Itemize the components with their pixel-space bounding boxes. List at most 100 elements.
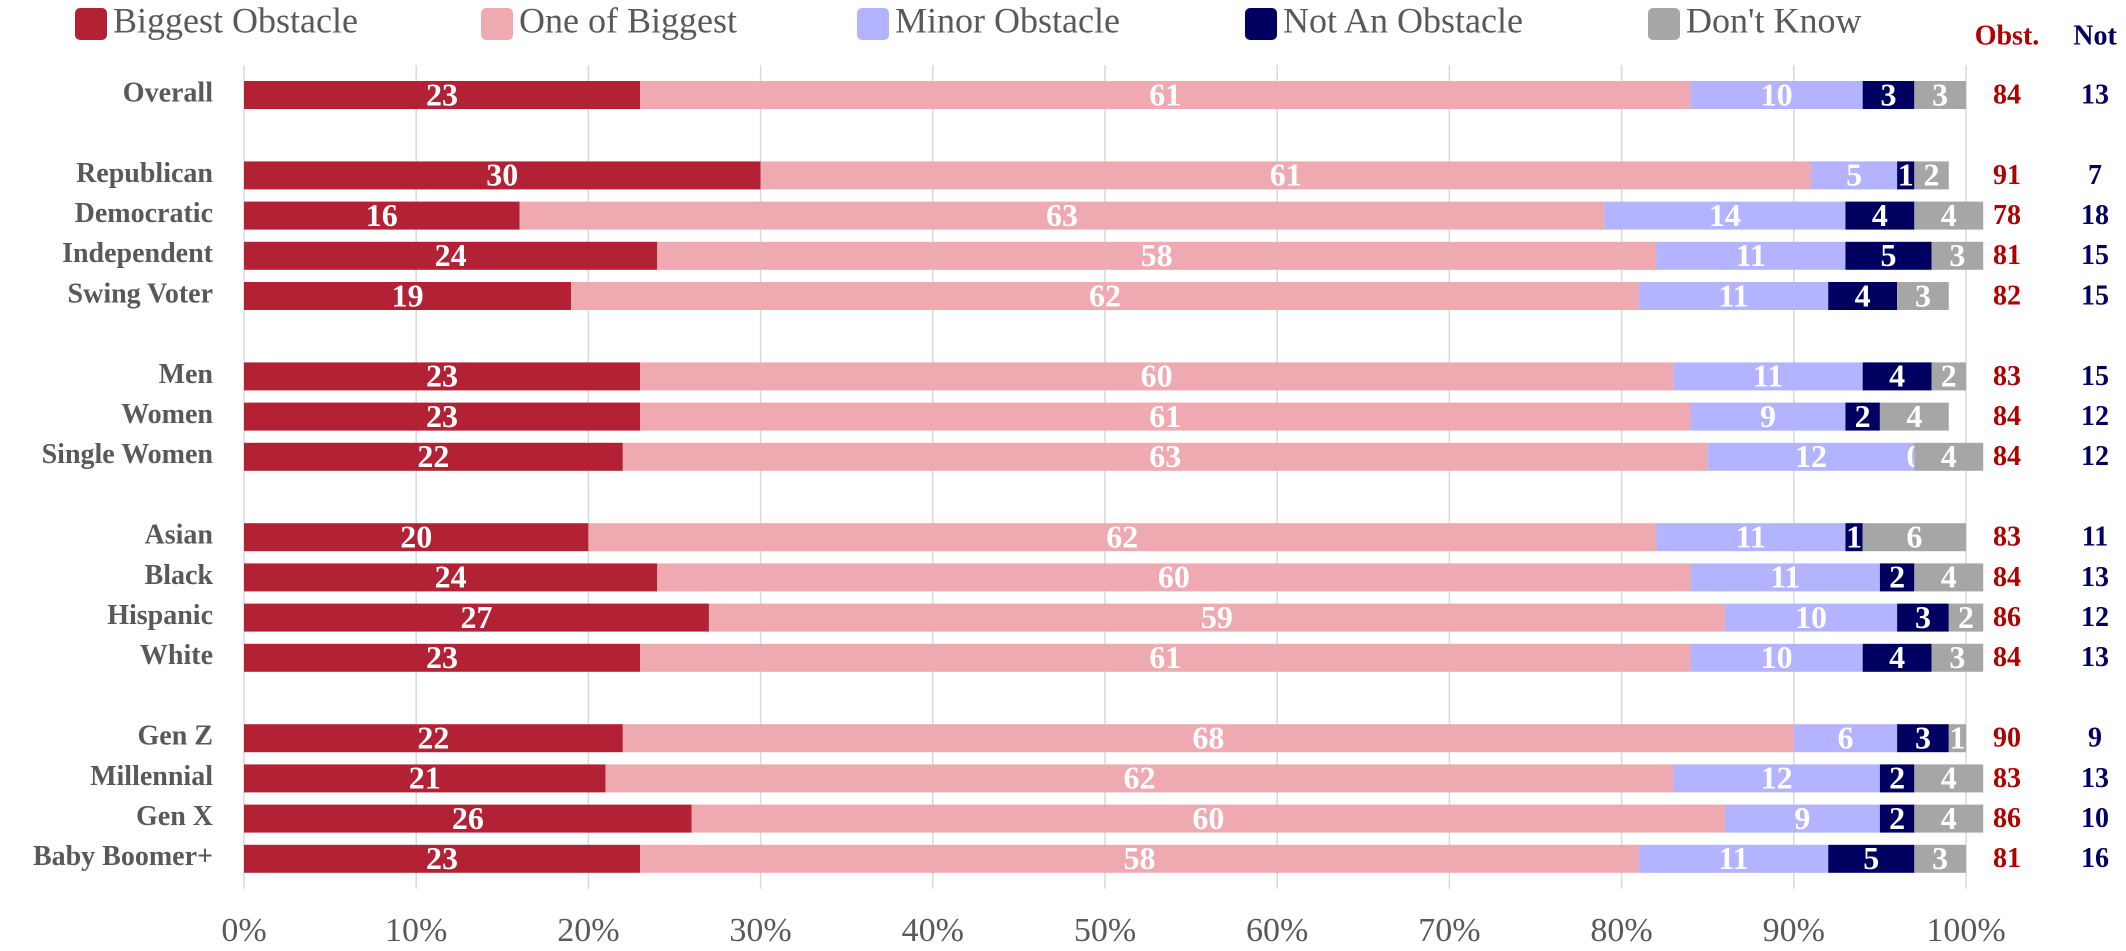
bar-segment: [1707, 442, 1915, 471]
bar-segment: [1845, 402, 1880, 431]
bar-segment: [1914, 764, 1984, 793]
bar-segment: [1673, 362, 1863, 391]
column-value: 83: [1993, 763, 2021, 794]
bar-segment: [244, 724, 623, 753]
data-label: 11: [1718, 840, 1748, 876]
bar-segment: [1914, 201, 1984, 230]
bar-segment: [1811, 161, 1898, 190]
bar-segment: [244, 241, 658, 270]
data-label: 60: [1158, 559, 1190, 595]
x-tick-label: 40%: [902, 912, 964, 949]
bar-segment: [1862, 523, 1966, 552]
data-label: 2: [1889, 800, 1905, 836]
data-label: 23: [426, 358, 458, 394]
data-label: 14: [1709, 197, 1741, 233]
column-value: 91: [1993, 160, 2021, 191]
column-value: 83: [1993, 361, 2021, 392]
column-value: 90: [1993, 723, 2021, 754]
category-label: Single Women: [42, 439, 214, 470]
data-label: 11: [1736, 519, 1766, 555]
x-tick-label: 100%: [1926, 912, 2005, 949]
bar-segment: [244, 81, 641, 109]
data-label: 63: [1149, 438, 1181, 474]
category-label: Baby Boomer+: [33, 841, 213, 872]
data-label: 4: [1855, 277, 1871, 313]
bar-segment: [657, 563, 1691, 592]
bar-segment: [1638, 844, 1829, 873]
bar-segment: [1914, 442, 1984, 471]
column-value: 81: [1993, 843, 2021, 874]
legend-label: Biggest Obstacle: [113, 0, 358, 40]
data-label: 62: [1123, 760, 1155, 796]
bar-segment: [1897, 161, 1915, 190]
column-header: Obst.: [1975, 20, 2040, 51]
bar-segment: [640, 643, 1691, 672]
bar-segment: [1879, 563, 1915, 592]
bar-segment: [1638, 282, 1829, 310]
bar-segment: [1914, 844, 1966, 873]
data-label: 4: [1941, 197, 1957, 233]
column-value: 16: [2081, 843, 2109, 874]
column-value: 13: [2081, 562, 2109, 593]
bar-segment: [1724, 603, 1898, 632]
category-label: Men: [159, 359, 214, 390]
bar-segment: [1948, 603, 1984, 632]
column-value: 13: [2081, 763, 2109, 794]
data-label: 20: [400, 519, 432, 555]
legend-label: Minor Obstacle: [895, 0, 1120, 40]
bar-segment: [1914, 81, 1966, 109]
data-label: 12: [1761, 760, 1793, 796]
data-label: 9: [1760, 398, 1776, 434]
data-label: 1: [1898, 157, 1914, 193]
category-label: Women: [121, 399, 213, 430]
data-label: 12: [1795, 438, 1827, 474]
data-label: 23: [426, 398, 458, 434]
column-value: 84: [1993, 401, 2021, 432]
data-label: 2: [1855, 398, 1871, 434]
column-value: 84: [1993, 441, 2021, 472]
column-value: 18: [2081, 200, 2109, 231]
data-label: 68: [1192, 720, 1224, 756]
bar-segment: [244, 161, 761, 190]
data-label: 3: [1932, 76, 1948, 112]
column-value: 15: [2081, 361, 2109, 392]
data-label: 27: [460, 599, 492, 635]
data-label: 4: [1889, 639, 1905, 675]
bar-segment: [1828, 282, 1898, 310]
bar-segment: [1673, 764, 1880, 793]
data-label: 61: [1149, 639, 1181, 675]
data-label: 4: [1906, 398, 1922, 434]
data-label: 61: [1270, 157, 1302, 193]
data-label: 2: [1924, 157, 1940, 193]
bar-segment: [244, 603, 709, 632]
column-value: 9: [2088, 723, 2102, 754]
bar-segment: [244, 804, 692, 833]
data-label: 24: [435, 559, 467, 595]
legend-swatch: [481, 8, 513, 40]
bar-segment: [244, 282, 572, 310]
category-label: Millennial: [90, 761, 213, 792]
data-label: 22: [417, 720, 449, 756]
data-label: 2: [1889, 559, 1905, 595]
bar-segment: [1879, 764, 1915, 793]
column-value: 86: [1993, 602, 2021, 633]
x-tick-label: 90%: [1763, 912, 1825, 949]
data-label: 58: [1141, 237, 1173, 273]
data-label: 3: [1915, 277, 1931, 313]
category-label: Gen Z: [138, 721, 213, 752]
data-label: 58: [1123, 840, 1155, 876]
data-label: 23: [426, 76, 458, 112]
legend-swatch: [1245, 8, 1277, 40]
column-value: 78: [1993, 200, 2021, 231]
bar-segment: [571, 282, 1639, 310]
column-header: Not: [2073, 20, 2117, 51]
data-label: 10: [1761, 639, 1793, 675]
data-label: 21: [409, 760, 441, 796]
data-label: 11: [1718, 277, 1748, 313]
data-label: 10: [1795, 599, 1827, 635]
column-value: 84: [1993, 642, 2021, 673]
column-value: 12: [2081, 441, 2109, 472]
x-tick-label: 20%: [557, 912, 619, 949]
data-label: 60: [1141, 358, 1173, 394]
data-label: 16: [366, 197, 398, 233]
